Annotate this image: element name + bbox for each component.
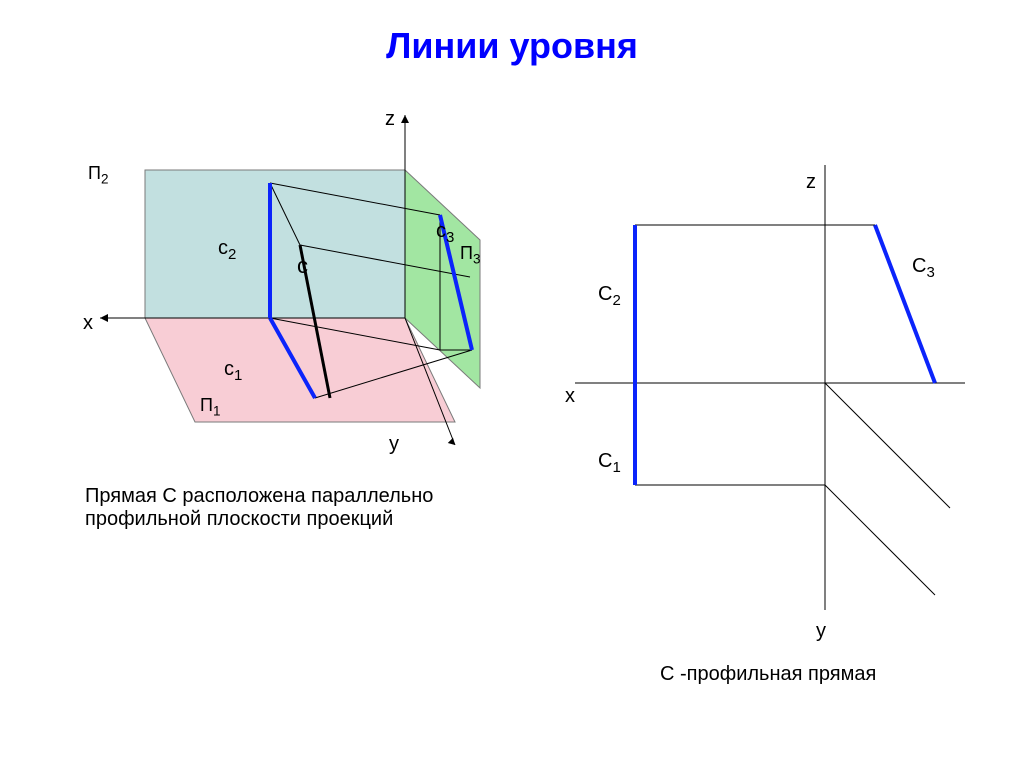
caption-left-line2: профильной плоскости проекций [85,508,433,531]
diagram-label: C1 [598,450,621,476]
diagram-label: z [385,108,395,131]
caption-left-line1: Прямая С расположена параллельно [85,485,433,508]
right-diagram [545,150,985,650]
diagram-label: x [83,312,93,335]
diagram-label: П2 [88,163,108,187]
diagram-label: c1 [224,358,242,384]
diagram-label: x [565,385,575,408]
diagram-label: C2 [598,283,621,309]
diagram-label: y [389,433,399,456]
caption-right: С -профильная прямая [660,663,876,686]
diagram-label: y [816,620,826,643]
diagram-label: C3 [912,255,935,281]
caption-left: Прямая С расположена параллельно профиль… [85,485,433,531]
page-title: Линии уровня [0,25,1024,67]
diagram-label: c3 [436,220,454,246]
diagram-label: c [297,253,308,279]
diagram-label: z [806,171,816,194]
left-diagram [60,100,540,470]
diagram-label: c2 [218,237,236,263]
diagram-label: П3 [460,243,480,267]
diagram-label: П1 [200,395,220,419]
